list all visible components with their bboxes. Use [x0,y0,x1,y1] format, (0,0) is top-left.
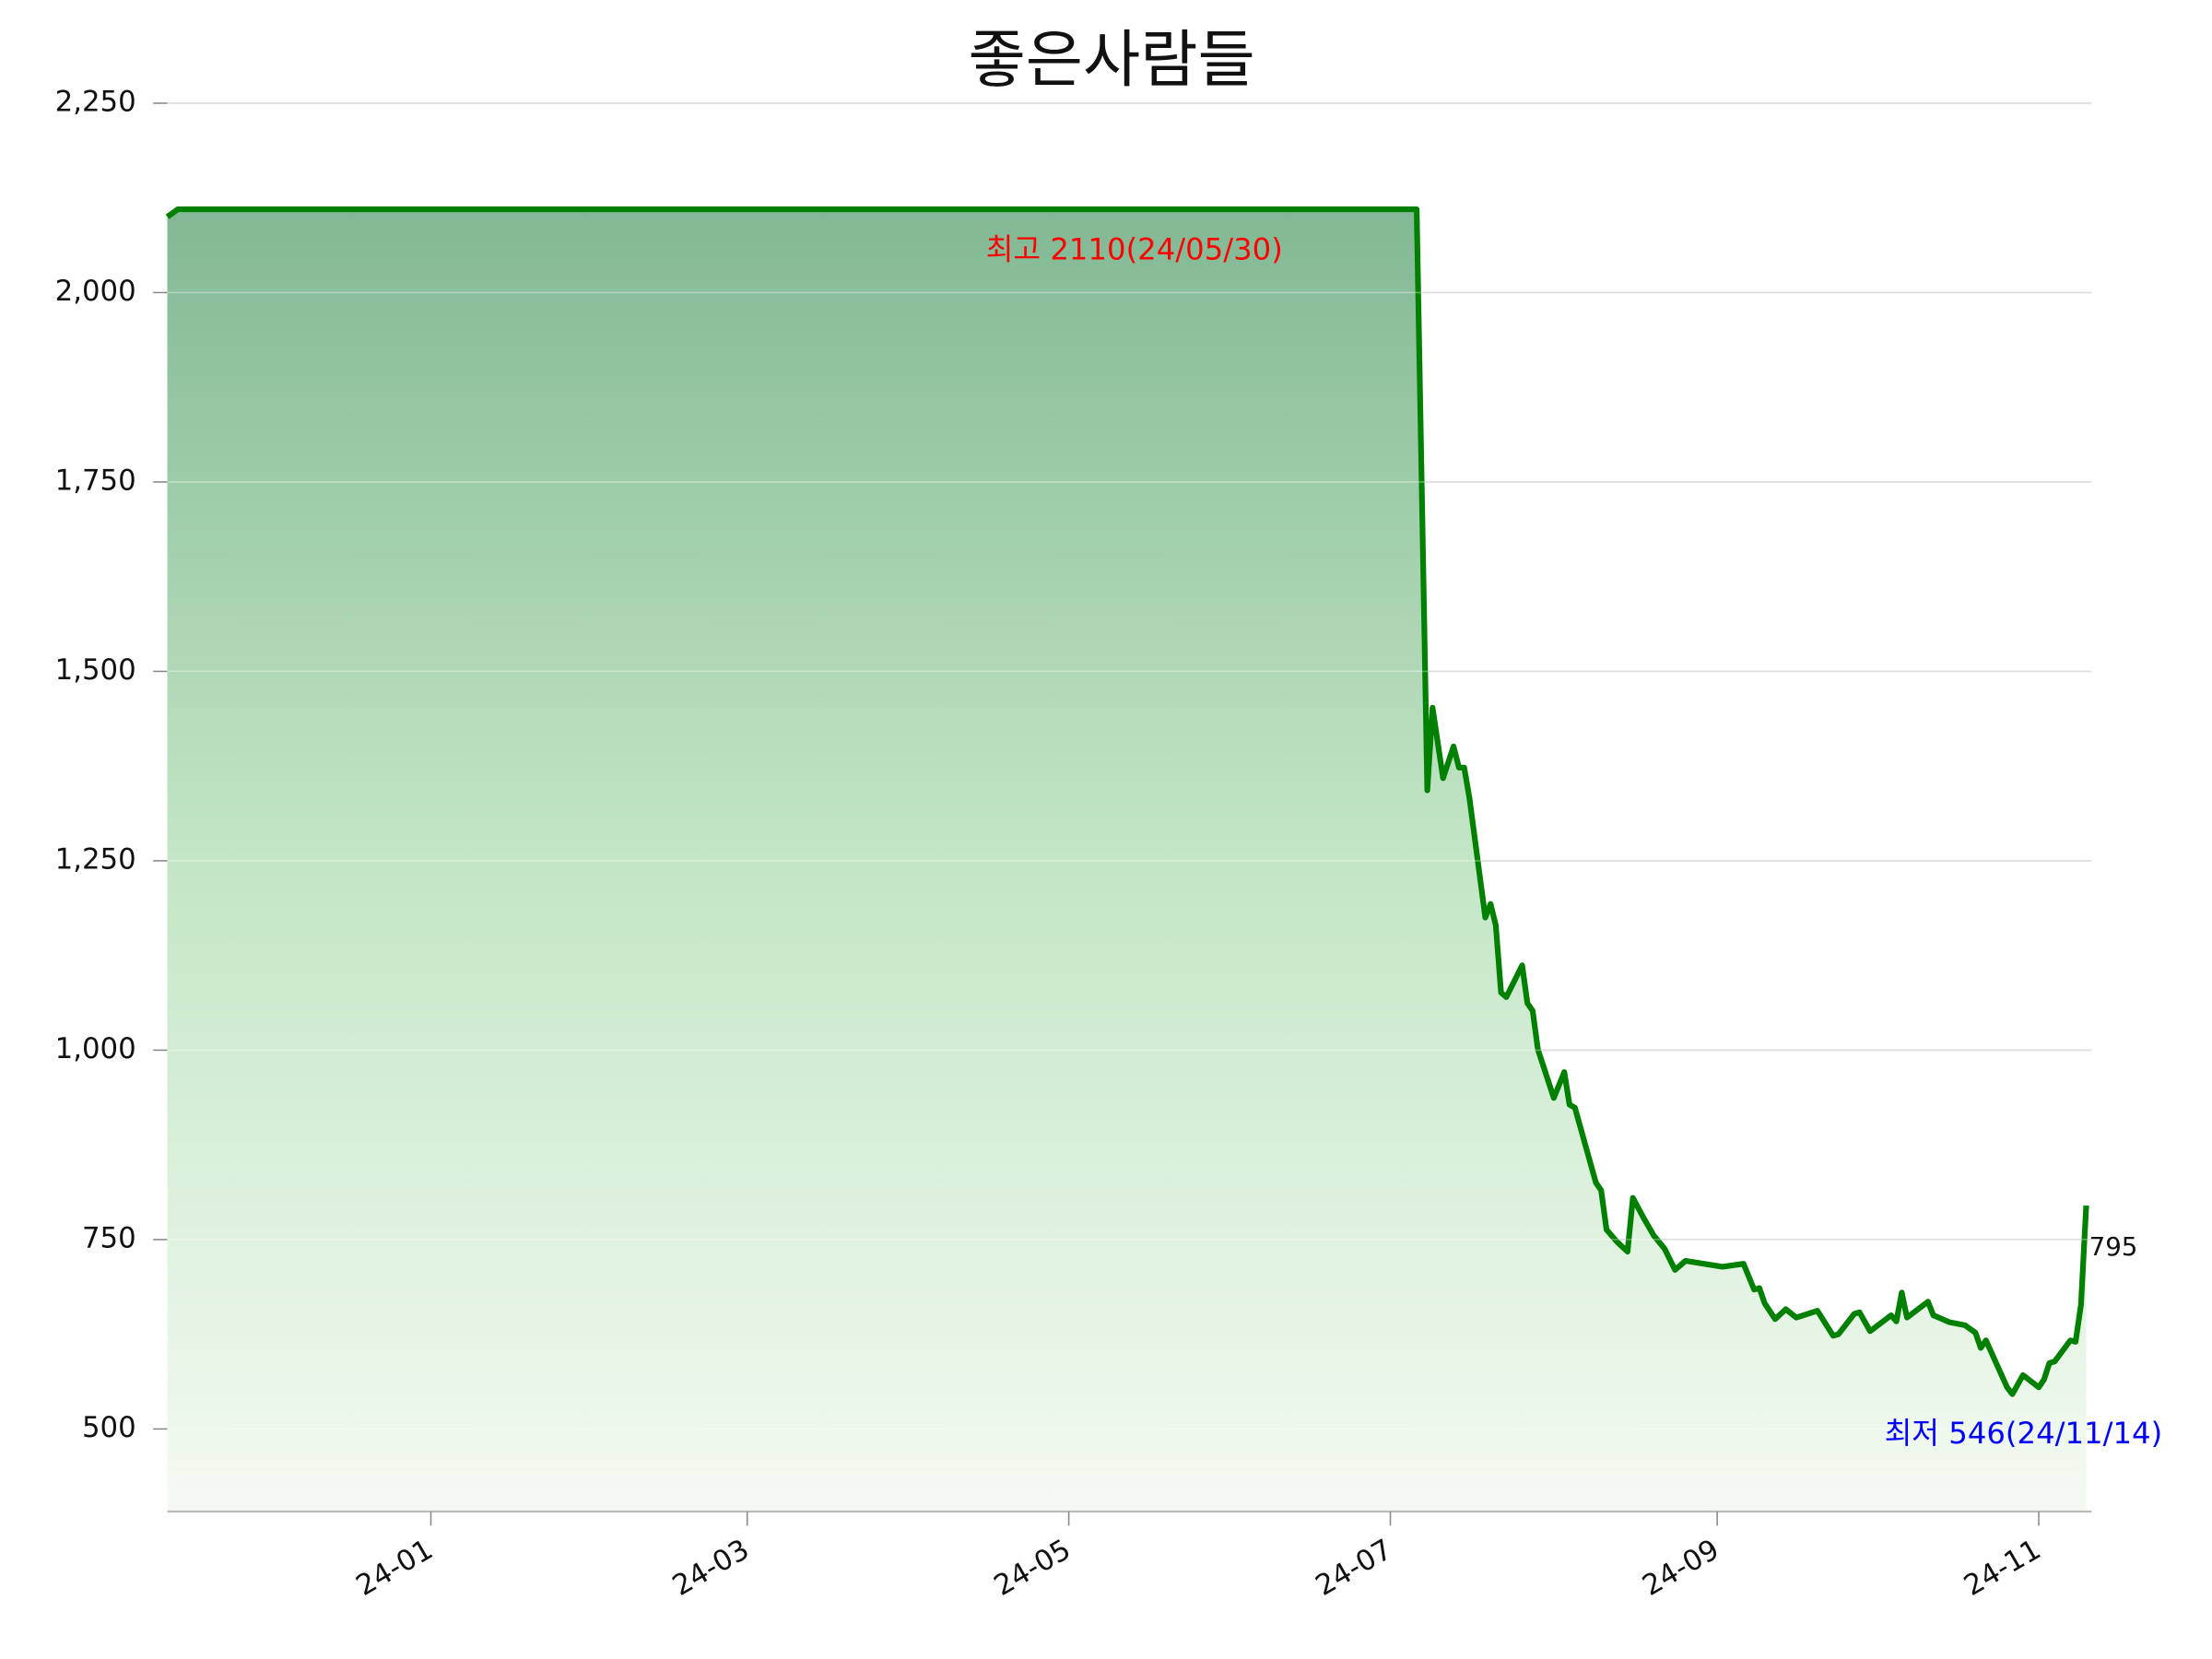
chart-title: 좋은사람들 [968,23,1254,96]
annotation: 최저 546(24/11/14) [1885,1416,2163,1451]
y-tick-label: 1,000 [55,1032,136,1065]
area [167,209,2087,1512]
x-tick-label: 24-09 [1637,1533,1724,1603]
line [165,206,2089,1397]
y-tick-label: 2,000 [55,275,136,308]
x-tick-label: 24-03 [667,1533,755,1603]
y-tick-label: 1,750 [55,464,136,497]
annotation: 최고 2110(24/05/30) [986,231,1283,266]
y-tick-label: 1,250 [55,842,136,876]
x-tick-label: 24-07 [1310,1533,1397,1603]
x-tick-label: 24-11 [1959,1533,2046,1603]
x-tick-label: 24-05 [988,1533,1076,1603]
last-value-label: 795 [2089,1231,2138,1262]
y-tick-label: 750 [82,1221,136,1254]
y-tick-label: 500 [82,1411,136,1444]
y-tick-label: 2,250 [55,85,136,118]
y-tick-label: 1,500 [55,653,136,687]
x-tick-label: 24-01 [350,1533,438,1603]
